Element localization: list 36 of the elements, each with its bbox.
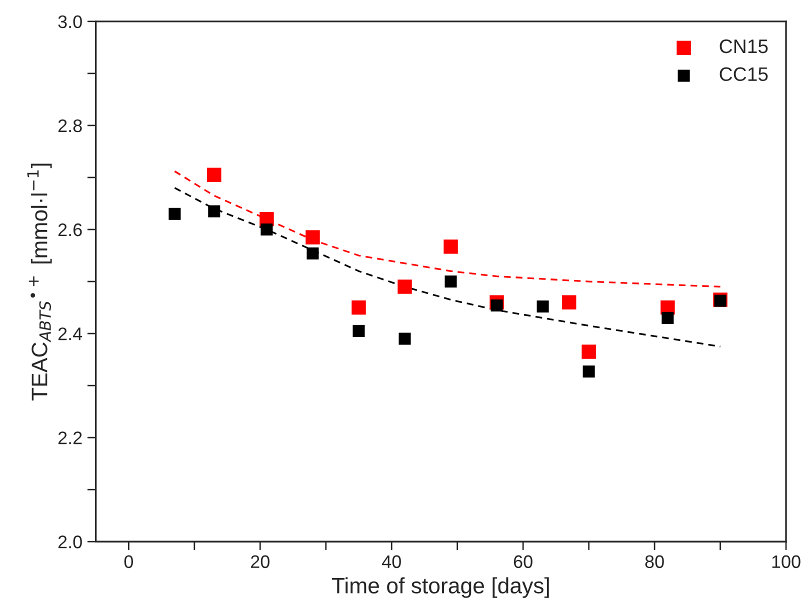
point (582, 344, 596, 359)
y-tick-label: 2.0 (58, 536, 82, 548)
x-tick-label: 40 (382, 555, 401, 568)
point (306, 247, 319, 260)
point (208, 205, 220, 218)
x-tick-label: 20 (251, 555, 270, 568)
line-series (174, 170, 722, 288)
point (490, 299, 503, 312)
point (562, 295, 576, 310)
point (444, 240, 458, 254)
point (260, 223, 273, 236)
x-axis-title: Time of storage [days] (332, 577, 549, 598)
point (207, 168, 222, 182)
x-tick-label: 60 (514, 555, 532, 568)
y-tick-label: 2.6 (58, 223, 82, 236)
point (398, 280, 412, 294)
x-tick-label: 80 (645, 555, 664, 568)
point (168, 208, 181, 220)
x-tick-label: 100 (772, 555, 800, 568)
legend-label: CN15 (720, 39, 768, 54)
point (398, 332, 411, 345)
point (306, 230, 320, 244)
point (662, 312, 674, 324)
line-series (174, 187, 722, 348)
y-axis-title: TEAC$_{ABTS}$$^{•+}$ [mmol·l$^{−1}$] (27, 164, 52, 400)
point (352, 300, 366, 315)
y-tick-label: 2.2 (58, 432, 82, 444)
y-tick-label: 2.4 (58, 327, 82, 340)
point (582, 366, 595, 378)
point (536, 300, 549, 313)
point (352, 324, 365, 337)
point (444, 276, 457, 288)
y-tick-label: 2.8 (58, 119, 82, 132)
y-tick-label: 3.0 (58, 15, 82, 28)
x-tick-label: 0 (124, 555, 133, 568)
legend-label: CC15 (720, 67, 768, 82)
